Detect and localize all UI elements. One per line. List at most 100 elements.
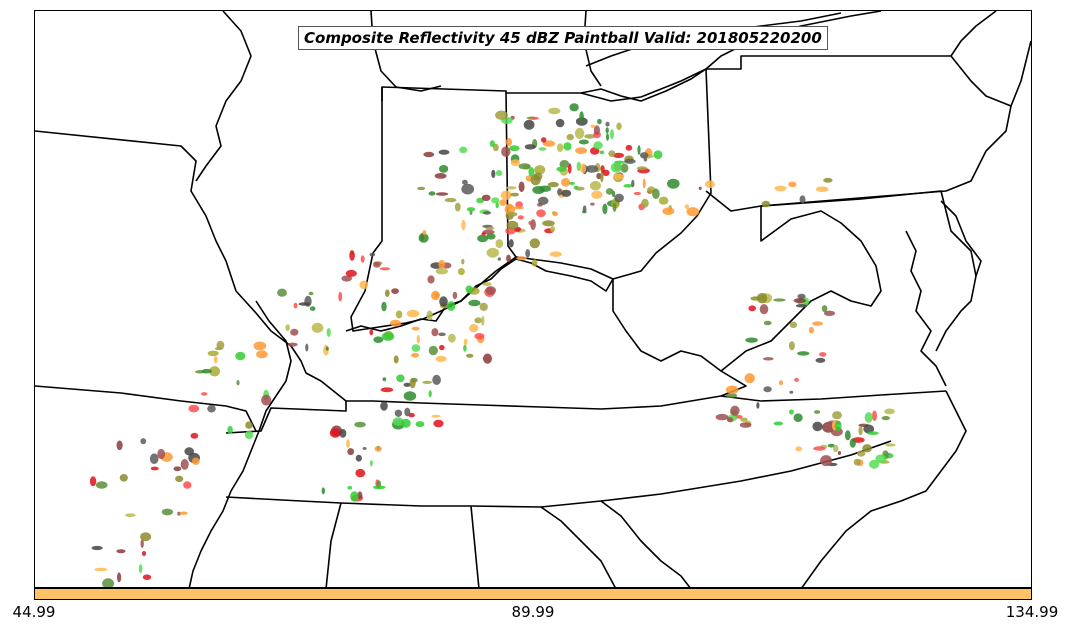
- reflectivity-blob: [579, 111, 584, 123]
- reflectivity-blob: [500, 190, 512, 200]
- reflectivity-blob: [435, 355, 447, 362]
- reflectivity-blob: [495, 110, 508, 120]
- reflectivity-blob: [190, 432, 199, 439]
- reflectivity-blob: [788, 181, 797, 188]
- reflectivity-blob: [329, 428, 341, 438]
- reflectivity-blob: [357, 491, 363, 500]
- reflectivity-blob: [715, 413, 729, 421]
- reflectivity-blob: [523, 119, 535, 130]
- reflectivity-blob: [422, 230, 427, 236]
- reflectivity-blob: [142, 574, 152, 580]
- reflectivity-blob: [528, 116, 539, 120]
- reflectivity-blob: [504, 204, 516, 215]
- reflectivity-blob: [867, 431, 879, 436]
- mississippi-river: [188, 300, 292, 587]
- reflectivity-blob: [789, 321, 798, 328]
- reflectivity-blob: [813, 446, 826, 451]
- reflectivity-blob: [795, 446, 803, 452]
- reflectivity-blob: [486, 233, 496, 240]
- reflectivity-blob: [209, 366, 221, 377]
- reflectivity-blob: [789, 409, 794, 415]
- reflectivity-blob: [566, 133, 574, 141]
- reflectivity-blob: [561, 178, 571, 187]
- reflectivity-blob: [369, 329, 374, 336]
- reflectivity-blob: [201, 368, 212, 374]
- reflectivity-blob: [444, 197, 457, 203]
- ohio-border: [506, 68, 712, 280]
- reflectivity-blob: [509, 145, 520, 152]
- reflectivity-blob: [797, 351, 810, 356]
- reflectivity-blob: [102, 578, 115, 587]
- reflectivity-blob: [530, 219, 536, 231]
- atlantic-shore: [801, 390, 967, 587]
- reflectivity-blob: [483, 211, 491, 215]
- reflectivity-blob: [528, 167, 535, 177]
- reflectivity-blob: [513, 206, 524, 210]
- colorbar: [34, 588, 1032, 600]
- reflectivity-blob: [788, 341, 795, 351]
- reflectivity-blob: [372, 485, 386, 490]
- reflectivity-blob: [428, 390, 432, 398]
- reflectivity-blob: [550, 225, 556, 233]
- reflectivity-blob: [552, 211, 559, 217]
- reflectivity-blob: [608, 150, 616, 158]
- reflectivity-blob: [439, 344, 445, 351]
- reflectivity-blob: [518, 181, 525, 193]
- reflectivity-blob: [745, 337, 758, 343]
- reflectivity-blob: [373, 261, 381, 268]
- reflectivity-blob: [180, 459, 189, 470]
- reflectivity-blob: [466, 207, 476, 212]
- reflectivity-blob: [448, 333, 456, 343]
- reflectivity-blob: [338, 291, 343, 302]
- new-york-border: [950, 11, 997, 57]
- reflectivity-blob: [547, 181, 559, 188]
- reflectivity-blob: [359, 280, 369, 290]
- reflectivity-blob: [380, 387, 394, 393]
- reflectivity-blob: [435, 192, 449, 196]
- reflectivity-blob: [633, 191, 642, 196]
- map-canvas: [35, 11, 1031, 587]
- reflectivity-blob: [569, 181, 575, 185]
- reflectivity-blob: [373, 336, 384, 344]
- lake-michigan-east: [370, 11, 442, 92]
- reflectivity-blob: [236, 380, 240, 386]
- reflectivity-blob: [439, 296, 448, 307]
- reflectivity-blob: [435, 268, 448, 275]
- reflectivity-blob: [606, 133, 609, 141]
- reflectivity-blob: [438, 149, 450, 155]
- reflectivity-blob: [138, 564, 143, 574]
- al-ga-border: [470, 505, 480, 587]
- reflectivity-blob: [434, 173, 447, 179]
- reflectivity-blob: [485, 286, 497, 295]
- reflectivity-blob: [823, 177, 833, 183]
- reflectivity-blob: [393, 355, 399, 364]
- reflectivity-blob: [411, 344, 421, 352]
- reflectivity-blob: [116, 440, 123, 451]
- reflectivity-blob: [820, 455, 833, 467]
- reflectivity-blob: [486, 247, 500, 258]
- reflectivity-blob: [725, 385, 739, 395]
- reflectivity-blob: [875, 454, 887, 464]
- illinois-border: [35, 130, 347, 402]
- reflectivity-blob: [637, 145, 641, 155]
- reflectivity-blob: [705, 180, 715, 188]
- reflectivity-blob: [379, 267, 391, 271]
- reflectivity-blob: [885, 443, 896, 447]
- reflectivity-blob: [556, 143, 564, 152]
- reflectivity-blob: [227, 425, 233, 435]
- reflectivity-blob: [730, 405, 740, 416]
- reflectivity-blob: [476, 197, 484, 204]
- reflectivity-blob: [495, 170, 503, 177]
- reflectivity-blob: [253, 341, 267, 351]
- reflectivity-blob: [525, 249, 531, 258]
- reflectivity-blob: [141, 551, 147, 556]
- reflectivity-blob: [761, 200, 771, 208]
- reflectivity-blob: [474, 333, 485, 340]
- reflectivity-blob: [530, 174, 541, 186]
- reflectivity-blob: [298, 302, 311, 306]
- reflectivity-blob: [433, 419, 444, 428]
- reflectivity-blob: [812, 421, 823, 432]
- reflectivity-blob: [245, 421, 253, 429]
- reflectivity-blob: [426, 310, 433, 321]
- virginia-border: [720, 390, 947, 402]
